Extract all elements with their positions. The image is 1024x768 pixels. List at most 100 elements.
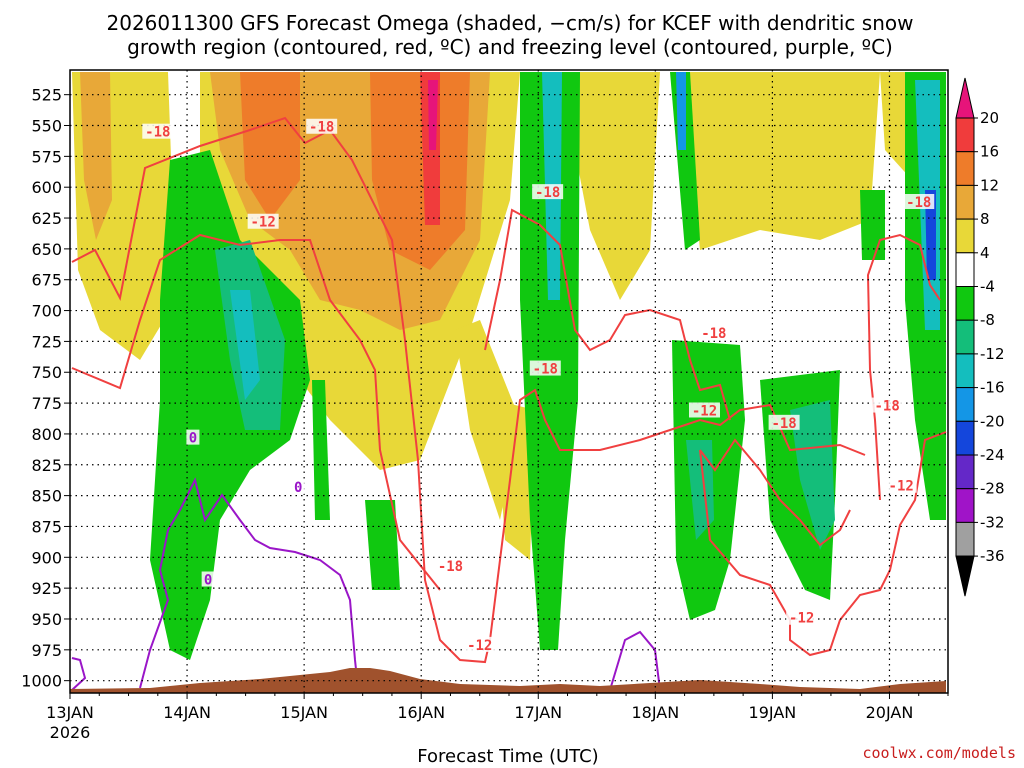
contour-label: -12 (692, 403, 717, 419)
contour-label-bg (885, 477, 917, 493)
colorbar-bin (955, 521, 975, 557)
x-tick-label: 13JAN (46, 703, 94, 722)
y-tick-label: 850 (31, 487, 62, 506)
colorbar-bin (955, 387, 975, 422)
contour-label-bg (142, 123, 174, 139)
omega-region-cool (925, 190, 936, 280)
contour-label: -18 (145, 125, 170, 141)
contour-label: -18 (701, 326, 726, 342)
colorbar-bin (955, 319, 975, 355)
colorbar-label: -20 (980, 412, 1005, 430)
colorbar: 20 16 12 8 4 -4 -8 -12 -16 -20 -24 -28 -32 -36 (955, 77, 1005, 597)
y-tick-label: 825 (31, 456, 62, 475)
contour-label: 0 (204, 573, 212, 589)
x-tick-year: 2026 (50, 723, 91, 742)
dendritic-contour-line (484, 208, 731, 421)
y-tick-label: 625 (31, 209, 62, 228)
y-tick-label: 750 (31, 363, 62, 382)
colorbar-label: -36 (980, 547, 1005, 565)
colorbar-label: -8 (980, 311, 995, 329)
x-tick-label: 19JAN (749, 703, 797, 722)
colorbar-bin (955, 218, 975, 254)
x-tick-label: 18JAN (631, 703, 679, 722)
colorbar-label: -16 (980, 379, 1005, 397)
contour-label-bg (532, 184, 564, 200)
contour-label-bg (871, 397, 903, 413)
omega-shading (72, 72, 946, 660)
colorbar-label: -4 (980, 278, 995, 296)
y-tick-label: 900 (31, 548, 62, 567)
contour-label-bg (464, 636, 496, 652)
contour-label-bg (689, 402, 721, 418)
colorbar-bin (955, 117, 975, 153)
contour-label-bg (434, 557, 466, 573)
y-tick-label: 925 (31, 579, 62, 598)
dendritic-contour-line (71, 233, 441, 591)
omega-region-cool (860, 190, 885, 260)
contour-label: -12 (467, 638, 492, 654)
colorbar-label: 16 (980, 143, 999, 161)
y-tick-label: 975 (31, 641, 62, 660)
contour-label: -12 (889, 479, 914, 495)
colorbar-bin (955, 252, 975, 288)
contour-label-bg (529, 360, 561, 376)
y-tick-label: 800 (31, 425, 62, 444)
contour-label-bg (768, 414, 800, 430)
contour-label: -18 (906, 195, 931, 211)
contour-label-bg (306, 118, 338, 134)
dendritic-contour-line (699, 431, 947, 657)
colorbar-bin (955, 454, 975, 490)
contour-label: -18 (874, 399, 899, 415)
contour-label: -12 (251, 215, 276, 231)
contour-label: -18 (533, 362, 558, 378)
x-tick-label: 14JAN (163, 703, 211, 722)
freezing-contour-line (71, 657, 87, 691)
x-tick-label: 17JAN (514, 703, 562, 722)
colorbar-label: 20 (980, 109, 999, 127)
colorbar-bin (955, 353, 975, 389)
omega-region-cool (676, 72, 686, 150)
contour-label-bg (201, 571, 215, 587)
y-tick-label: 550 (31, 117, 62, 136)
colorbar-label: -28 (980, 480, 1005, 498)
colorbar-extend-bottom (955, 555, 975, 597)
colorbar-bin (955, 184, 975, 220)
contour-label-bg (186, 429, 200, 445)
contour-label: -18 (535, 185, 560, 201)
dendritic-contour-line (71, 116, 866, 664)
contour-label: -18 (771, 416, 796, 432)
contour-label: -18 (309, 120, 334, 136)
y-tick-label: 575 (31, 147, 62, 166)
y-tick-label: 725 (31, 332, 62, 351)
omega-region-warm (690, 72, 880, 250)
y-tick-label: 775 (31, 394, 62, 413)
omega-region-warm (560, 72, 660, 300)
contour-label: -12 (789, 611, 814, 627)
colorbar-label: 4 (980, 244, 990, 262)
x-axis-label: Forecast Time (UTC) (417, 746, 598, 767)
contour-label: 0 (294, 480, 302, 496)
colorbar-label: 12 (980, 176, 999, 194)
omega-region-cool (790, 400, 835, 550)
contour-label-bg (903, 194, 935, 210)
contour-label-bg (698, 324, 730, 340)
x-tick-label: 20JAN (866, 703, 914, 722)
y-tick-label: 700 (31, 302, 62, 321)
x-tick-label: 16JAN (397, 703, 445, 722)
freezing-contour-line (609, 630, 661, 691)
colorbar-label: -12 (980, 345, 1005, 363)
omega-region-cool (312, 380, 330, 520)
freezing-contour-line (139, 477, 359, 689)
colorbar-bin (955, 420, 975, 456)
dendritic-contour-line (699, 438, 851, 547)
omega-region-cool (365, 500, 400, 590)
y-tick-label: 950 (31, 610, 62, 629)
colorbar-label: -32 (980, 513, 1005, 531)
x-tick-label: 15JAN (280, 703, 328, 722)
colorbar-label: 8 (980, 210, 990, 228)
colorbar-label: -24 (980, 446, 1005, 464)
chart-title-line2: growth region (contoured, red, ºC) and f… (127, 35, 893, 59)
colorbar-bin (955, 286, 975, 321)
